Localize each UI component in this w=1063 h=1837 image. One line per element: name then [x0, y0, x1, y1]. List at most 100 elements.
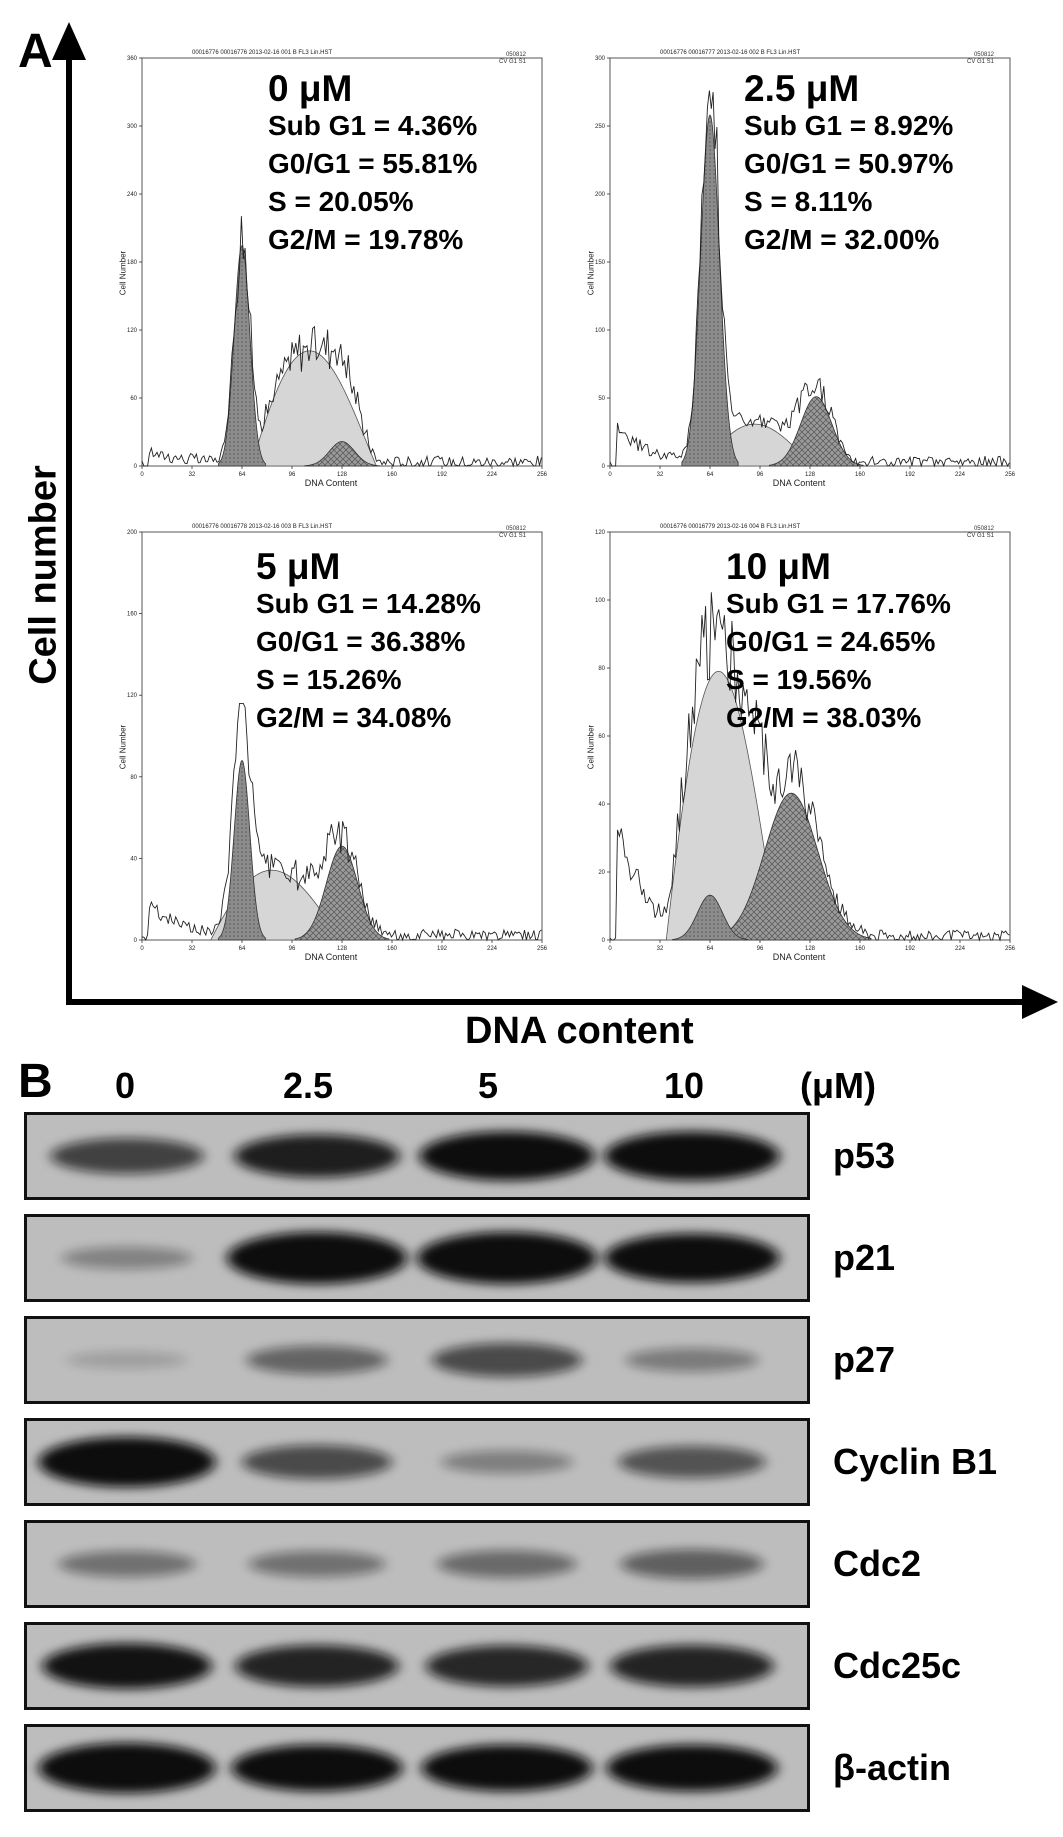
- s-phase-stat: S = 19.56%: [726, 664, 872, 695]
- histogram-2-5uM: 0 50 100 150 200 250 300 0 32 64 96 128 160 192 224 256…: [580, 48, 1018, 493]
- histogram-x-label: DNA Content: [304, 952, 358, 962]
- histogram-x-label: DNA Content: [772, 478, 826, 488]
- histogram-x-label: DNA Content: [772, 952, 826, 962]
- histogram-header-right: 050812 CV G1 S1: [966, 526, 994, 539]
- blot-bands: [27, 1217, 807, 1299]
- y-tick-label: 200: [127, 530, 138, 536]
- histogram-header-right: 050812 CV G1 S1: [498, 52, 526, 65]
- g2-m-peak: [294, 845, 390, 941]
- histogram-header: 00016776 00016779 2013-02-16 004 B FL3 L…: [660, 524, 801, 530]
- y-tick-label: 240: [127, 192, 138, 198]
- g0-g1-peak: [218, 759, 266, 941]
- x-tick-label: 128: [805, 946, 816, 952]
- y-tick-label: 20: [598, 870, 605, 876]
- concentration-label: 2.5 μM: [744, 68, 860, 109]
- sub-g1-stat: Sub G1 = 14.28%: [256, 588, 481, 619]
- band-lane-2: [242, 1445, 392, 1479]
- band-lane-2: [248, 1550, 386, 1578]
- band-lane-1: [66, 1351, 188, 1369]
- x-tick-label: 192: [905, 946, 916, 952]
- conc-heading-0: 0: [115, 1065, 136, 1106]
- g0-g1-stat: G0/G1 = 36.38%: [256, 626, 466, 657]
- sub-g1-stat: Sub G1 = 4.36%: [268, 110, 478, 141]
- y-tick-label: 360: [127, 56, 138, 62]
- y-tick-label: 60: [130, 396, 137, 402]
- y-tick-label: 40: [130, 856, 137, 862]
- protein-label-cyclin-b1: Cyclin B1: [833, 1441, 998, 1482]
- histogram-header-right: 050812 CV G1 S1: [498, 526, 526, 539]
- concentration-label: 10 μM: [726, 546, 831, 587]
- x-tick-label: 160: [855, 946, 866, 952]
- band-lane-4: [604, 1233, 780, 1283]
- conc-heading-10: 10: [664, 1065, 705, 1106]
- x-tick-label: 128: [337, 472, 348, 478]
- protein-label-p21: p21: [833, 1237, 896, 1278]
- band-lane-1: [50, 1138, 204, 1174]
- x-tick-label: 224: [955, 946, 966, 952]
- sub-g1-stat: Sub G1 = 17.76%: [726, 588, 951, 619]
- band-lane-1: [42, 1643, 212, 1689]
- histogram-header-right: 050812 CV G1 S1: [966, 52, 994, 65]
- x-tick-label: 96: [289, 472, 296, 478]
- g2-m-peak: [768, 396, 864, 467]
- y-tick-label: 150: [595, 260, 606, 266]
- x-tick-label: 96: [289, 946, 296, 952]
- raw-histogram-trace: [141, 702, 542, 942]
- x-tick-label: 256: [537, 946, 548, 952]
- x-tick-label: 128: [337, 946, 348, 952]
- histogram-y-label: Cell Number: [118, 724, 128, 770]
- y-tick-label: 50: [598, 396, 605, 402]
- histogram-y-label: Cell Number: [586, 250, 596, 296]
- g0-g1-stat: G0/G1 = 24.65%: [726, 626, 936, 657]
- sub-g1-stat: Sub G1 = 8.92%: [744, 110, 954, 141]
- panel-a-axes: [52, 22, 1058, 1019]
- band-lane-3: [437, 1550, 577, 1578]
- histogram-plot: 0 50 100 150 200 250 300 0 32 64 96 128 160 192 224 256: [595, 56, 1016, 478]
- histogram-0uM: 0 60 120 180 240 300 360 0 32 64 96 128 160 192 224 256…: [112, 48, 550, 493]
- y-tick-label: 300: [595, 56, 606, 62]
- x-tick-label: 64: [239, 946, 246, 952]
- band-lane-4: [625, 1348, 759, 1372]
- protein-label-cdc2: Cdc2: [833, 1543, 922, 1584]
- band-lane-4: [620, 1549, 764, 1579]
- y-tick-label: 80: [598, 666, 605, 672]
- x-axis-arrow: [1022, 985, 1058, 1019]
- y-tick-label: 250: [595, 124, 606, 130]
- blot-row-beta-actin: [24, 1724, 810, 1812]
- blot-bands: [27, 1319, 807, 1401]
- x-tick-label: 256: [537, 472, 548, 478]
- y-tick-label: 80: [130, 775, 137, 781]
- y-tick-label: 0: [134, 464, 138, 470]
- histogram-x-label: DNA Content: [304, 478, 358, 488]
- y-tick-label: 60: [598, 734, 605, 740]
- s-phase-stat: S = 15.26%: [256, 664, 402, 695]
- y-tick-label: 200: [595, 192, 606, 198]
- band-lane-2: [227, 1232, 407, 1284]
- panel-b-letter: B: [18, 1055, 53, 1108]
- y-tick-label: 300: [127, 124, 138, 130]
- band-lane-2: [235, 1645, 399, 1687]
- histogram-10uM: 0 20 40 60 80 100 120 0 32 64 96 128 160 192 224 256 00…: [580, 522, 1018, 967]
- y-axis-title: Cell number: [22, 465, 65, 685]
- concentration-label: 5 μM: [256, 546, 341, 587]
- g2-m-peak: [711, 792, 872, 941]
- y-tick-label: 180: [127, 260, 138, 266]
- x-tick-label: 32: [657, 472, 664, 478]
- band-lane-3: [426, 1645, 588, 1687]
- band-lane-1: [38, 1436, 216, 1488]
- protein-label-p27: p27: [833, 1339, 896, 1380]
- unit-label: (μM): [800, 1065, 876, 1106]
- g0-g1-peak: [672, 894, 748, 941]
- blot-row-cdc25c: [24, 1622, 810, 1710]
- x-tick-label: 0: [608, 946, 612, 952]
- band-lane-3: [421, 1744, 593, 1792]
- x-tick-label: 64: [707, 946, 714, 952]
- histogram-plot: 0 20 40 60 80 100 120 0 32 64 96 128 160 192 224 256: [595, 530, 1016, 952]
- histogram-y-label: Cell Number: [586, 724, 596, 770]
- raw-histogram-trace: [609, 90, 1010, 468]
- band-lane-4: [618, 1445, 766, 1479]
- y-tick-label: 120: [127, 328, 138, 334]
- blot-row-p27: [24, 1316, 810, 1404]
- x-tick-label: 0: [140, 946, 144, 952]
- x-tick-label: 192: [905, 472, 916, 478]
